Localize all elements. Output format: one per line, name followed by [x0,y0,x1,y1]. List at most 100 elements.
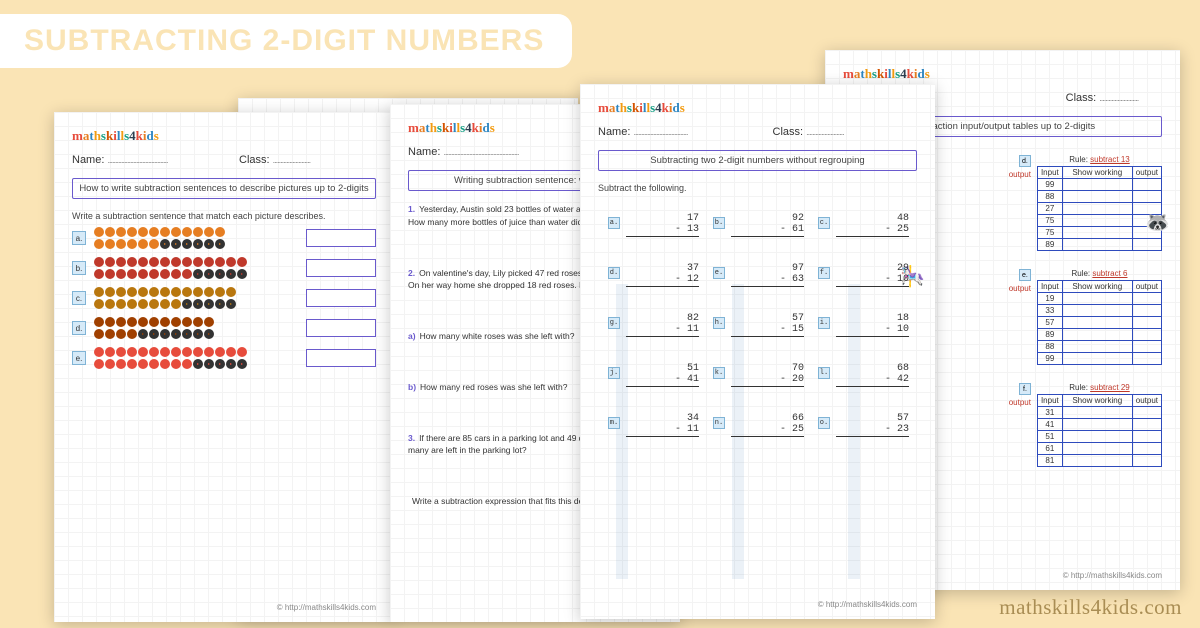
subtraction-problem: b.92- 61 [731,213,812,237]
answer-box[interactable] [306,229,376,247]
row-label: e. [72,351,86,365]
answer-box[interactable] [306,319,376,337]
subtraction-problem: m.34- 11 [626,413,707,437]
item-icon [204,347,214,357]
item-icon [171,227,181,237]
item-icon [215,239,225,249]
item-icon [160,227,170,237]
item-icon [149,299,159,309]
item-icon [204,239,214,249]
table-side-label: d.output [993,155,1031,179]
item-icon [171,317,181,327]
answer-box[interactable] [306,349,376,367]
item-icon [226,347,236,357]
item-icon [160,299,170,309]
item-icon [204,257,214,267]
item-icon [171,329,181,339]
item-icon [193,329,203,339]
item-icon [116,329,126,339]
picture-row: e. [72,347,376,369]
io-table-block: f.outputRule: subtract 29InputShow worki… [993,383,1162,467]
item-icon [94,257,104,267]
item-icon [149,227,159,237]
item-icon [193,317,203,327]
item-icon [182,269,192,279]
item-icon [127,299,137,309]
item-icon [171,239,181,249]
item-icon [116,239,126,249]
item-icon [105,239,115,249]
item-icon [237,269,247,279]
item-icon [226,359,236,369]
item-icon [182,347,192,357]
item-icon [204,359,214,369]
row-label: a. [72,231,86,245]
table-rule: Rule: subtract 29 [1037,383,1162,392]
subtraction-problem: o.57- 23 [836,413,917,437]
picture-row: c. [72,287,376,309]
item-icon [226,269,236,279]
item-icon [215,287,225,297]
subtraction-problem: i.18- 10 [836,313,917,337]
page-title-banner: SUBTRACTING 2-DIGIT NUMBERS [0,14,572,68]
row-label: b. [72,261,86,275]
answer-box[interactable] [306,259,376,277]
item-icon [127,257,137,267]
item-icon [204,287,214,297]
item-icon [94,359,104,369]
item-icon [160,359,170,369]
item-icon [116,317,126,327]
item-icon [94,269,104,279]
item-icon [116,299,126,309]
item-icon [116,227,126,237]
item-icon [160,347,170,357]
item-icon [138,227,148,237]
item-icon [138,269,148,279]
item-icon [138,347,148,357]
item-icon [237,347,247,357]
item-icon [116,257,126,267]
item-icon [193,269,203,279]
worksheet-columns: mathskills4kids Name: ..................… [580,84,935,619]
item-icon [160,239,170,249]
subtraction-problem: g.82- 11 [626,313,707,337]
item-icon [193,227,203,237]
worksheet-pictures: mathskills4kids Name: ..................… [54,112,394,622]
item-icon [127,269,137,279]
item-icon [149,257,159,267]
table-rule: Rule: subtract 13 [1037,155,1162,164]
item-icon [105,299,115,309]
subtraction-problem: l.68- 42 [836,363,917,387]
item-icon [105,227,115,237]
item-icon [160,257,170,267]
logo: mathskills4kids [843,66,1162,82]
subtraction-problem: d.37- 12 [626,263,707,287]
item-icon [171,359,181,369]
mascot-icon: 🦝 [1145,210,1170,235]
item-icon [105,347,115,357]
subtraction-problem: k.70- 20 [731,363,812,387]
instruction: Subtract the following. [598,183,917,193]
name-class-row: Name: ..................................… [598,126,917,138]
item-icon [138,317,148,327]
item-icon [193,347,203,357]
item-icon [149,317,159,327]
item-icon [204,227,214,237]
item-icon [127,329,137,339]
icon-grid [94,287,298,309]
item-icon [94,287,104,297]
item-icon [215,227,225,237]
table-side-label: e.output [993,269,1031,293]
answer-box[interactable] [306,289,376,307]
item-icon [193,359,203,369]
footer-url: © http://mathskills4kids.com [1063,571,1162,580]
row-label: d. [72,321,86,335]
item-icon [237,359,247,369]
item-icon [105,359,115,369]
item-icon [193,299,203,309]
footer-url: © http://mathskills4kids.com [818,600,917,609]
picture-row: d. [72,317,376,339]
item-icon [127,227,137,237]
item-icon [149,347,159,357]
item-icon [160,329,170,339]
